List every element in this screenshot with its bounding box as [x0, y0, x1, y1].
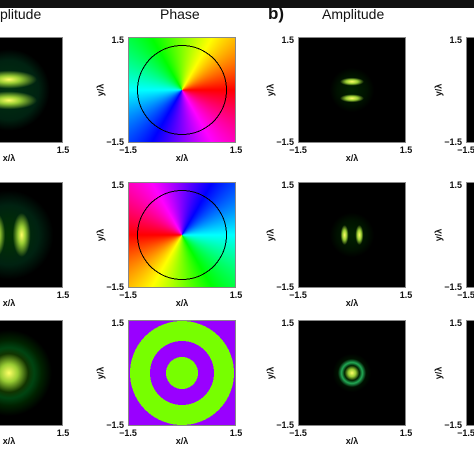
image-panel: [0, 320, 63, 426]
image-panel: [298, 320, 406, 426]
y-tick-label: 1.5: [281, 180, 294, 190]
x-tick-label: 1.5: [399, 145, 413, 155]
y-tick-label: −1.5: [276, 420, 294, 430]
image-panel: [466, 37, 474, 143]
y-axis-label: y/λ: [95, 83, 106, 97]
y-tick-label: −1.5: [444, 420, 462, 430]
x-tick-label: −1.5: [289, 145, 307, 155]
y-tick-label: 1.5: [111, 35, 124, 45]
x-tick-label: 1.5: [229, 428, 243, 438]
image-panel: [128, 320, 236, 426]
y-tick-label: −1.5: [106, 420, 124, 430]
image-panel: [0, 37, 63, 143]
y-axis-label: y/λ: [265, 83, 276, 97]
y-tick-label: 1.5: [281, 318, 294, 328]
y-tick-label: 1.5: [281, 35, 294, 45]
x-tick-label: 1.5: [229, 145, 243, 155]
x-tick-label: 1.5: [56, 145, 70, 155]
x-tick-label: −1.5: [457, 428, 474, 438]
x-axis-label: x/λ: [175, 153, 189, 163]
y-tick-label: −1.5: [106, 137, 124, 147]
x-tick-label: −1.5: [289, 428, 307, 438]
image-panel: [128, 37, 236, 143]
x-axis-label: x/λ: [2, 298, 16, 308]
column-title: Phase: [160, 6, 200, 22]
image-panel: [298, 37, 406, 143]
x-axis-label: x/λ: [2, 436, 16, 446]
y-tick-label: 1.5: [449, 318, 462, 328]
column-title: plitude: [0, 6, 42, 22]
y-tick-label: −1.5: [276, 137, 294, 147]
x-axis-label: x/λ: [2, 153, 16, 163]
x-axis-label: x/λ: [345, 298, 359, 308]
image-panel: [298, 182, 406, 288]
x-tick-label: −1.5: [119, 145, 137, 155]
y-axis-label: y/λ: [265, 228, 276, 242]
image-panel: [128, 182, 236, 288]
y-tick-label: 1.5: [449, 180, 462, 190]
x-tick-label: −1.5: [289, 290, 307, 300]
y-tick-label: 1.5: [111, 180, 124, 190]
x-axis-label: x/λ: [345, 436, 359, 446]
image-panel: [466, 320, 474, 426]
y-tick-label: −1.5: [276, 282, 294, 292]
y-axis-label: y/λ: [433, 228, 444, 242]
x-tick-label: −1.5: [119, 290, 137, 300]
y-tick-label: −1.5: [444, 137, 462, 147]
y-axis-label: y/λ: [95, 366, 106, 380]
x-tick-label: 1.5: [399, 428, 413, 438]
x-axis-label: x/λ: [175, 436, 189, 446]
x-tick-label: 1.5: [399, 290, 413, 300]
panel-label: b): [268, 4, 285, 23]
x-tick-label: −1.5: [457, 290, 474, 300]
y-axis-label: y/λ: [433, 83, 444, 97]
column-title: Amplitude: [322, 6, 385, 22]
x-tick-label: −1.5: [457, 145, 474, 155]
y-tick-label: 1.5: [111, 318, 124, 328]
top-bar: [0, 0, 474, 8]
x-axis-label: x/λ: [345, 153, 359, 163]
y-axis-label: y/λ: [265, 366, 276, 380]
x-tick-label: 1.5: [229, 290, 243, 300]
x-tick-label: −1.5: [119, 428, 137, 438]
y-axis-label: y/λ: [95, 228, 106, 242]
x-tick-label: 1.5: [56, 290, 70, 300]
x-axis-label: x/λ: [175, 298, 189, 308]
y-tick-label: −1.5: [106, 282, 124, 292]
y-tick-label: −1.5: [444, 282, 462, 292]
x-tick-label: 1.5: [56, 428, 70, 438]
y-axis-label: y/λ: [433, 366, 444, 380]
y-tick-label: 1.5: [449, 35, 462, 45]
image-panel: [0, 182, 63, 288]
image-panel: [466, 182, 474, 288]
